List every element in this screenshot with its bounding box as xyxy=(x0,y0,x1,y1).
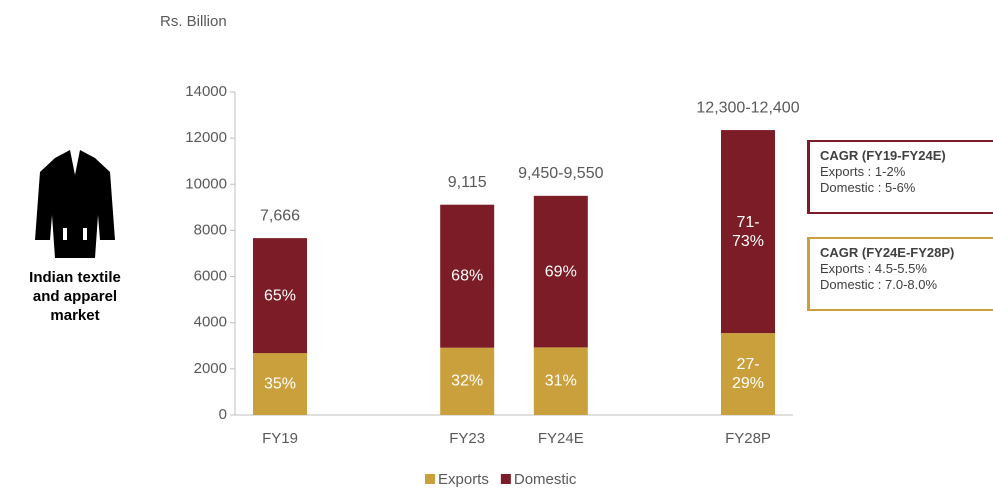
y-tick-label: 4000 xyxy=(194,314,227,331)
bar-segment xyxy=(721,130,775,334)
bar-segment xyxy=(253,238,307,354)
bar-segment xyxy=(440,204,495,348)
total-label: 9,450-9,550 xyxy=(518,165,604,182)
icon-pocket xyxy=(83,228,87,240)
note-title: CAGR (FY19-FY24E) xyxy=(820,148,946,163)
legend-swatch xyxy=(425,474,435,484)
icon-pocket xyxy=(63,228,67,240)
y-tick-label: 2000 xyxy=(194,360,227,377)
y-tick-label: 0 xyxy=(219,406,227,423)
x-tick-label: FY28P xyxy=(725,430,771,447)
note-line: Exports : 4.5-5.5% xyxy=(820,261,927,276)
y-tick-label: 10000 xyxy=(185,175,227,192)
note-line: Domestic : 5-6% xyxy=(820,180,916,195)
y-tick-label: 6000 xyxy=(194,268,227,285)
x-tick-label: FY24E xyxy=(538,430,584,447)
share-label: 35% xyxy=(263,375,297,393)
y-tick-label: 12000 xyxy=(185,129,227,146)
unit-label: Rs. Billion xyxy=(160,13,227,30)
share-label: 68% xyxy=(451,267,484,285)
share-label: 71- 73% xyxy=(731,213,765,250)
note-box: CAGR (FY19-FY24E) Exports : 1-2% Domestic … xyxy=(807,140,993,214)
x-tick-label: FY19 xyxy=(262,430,298,447)
note-line: Exports : 1-2% xyxy=(820,164,906,179)
share-label: 32% xyxy=(451,372,484,390)
total-label: 7,666 xyxy=(260,207,300,224)
legend-swatch xyxy=(500,474,511,484)
y-tick-label: 8000 xyxy=(194,221,227,238)
bar-segment xyxy=(721,333,775,415)
share-label: 31% xyxy=(544,372,577,390)
note-box: CAGR (FY24E-FY28P) Exports : 4.5-5.5% Dome… xyxy=(807,237,993,311)
legend-label: Domestic xyxy=(514,471,577,488)
total-label: 12,300-12,400 xyxy=(696,99,799,116)
share-label: 27- 29% xyxy=(731,356,765,393)
note-line: Domestic : 7.0-8.0% xyxy=(820,277,938,292)
legend-label: Exports xyxy=(438,471,489,488)
note-title: CAGR (FY24E-FY28P) xyxy=(820,245,955,260)
x-tick-label: FY23 xyxy=(449,430,485,447)
bar-segment xyxy=(533,195,588,348)
bar-segment xyxy=(440,347,495,415)
jacket-icon xyxy=(35,150,115,258)
y-tick-label: 14000 xyxy=(185,83,227,100)
bar-segment xyxy=(533,347,588,415)
side-label: Indian textile and apparel market xyxy=(29,269,121,324)
share-label: 69% xyxy=(544,263,577,281)
share-label: 65% xyxy=(263,287,297,305)
total-label: 9,115 xyxy=(448,174,487,191)
bar-segment xyxy=(253,353,307,415)
